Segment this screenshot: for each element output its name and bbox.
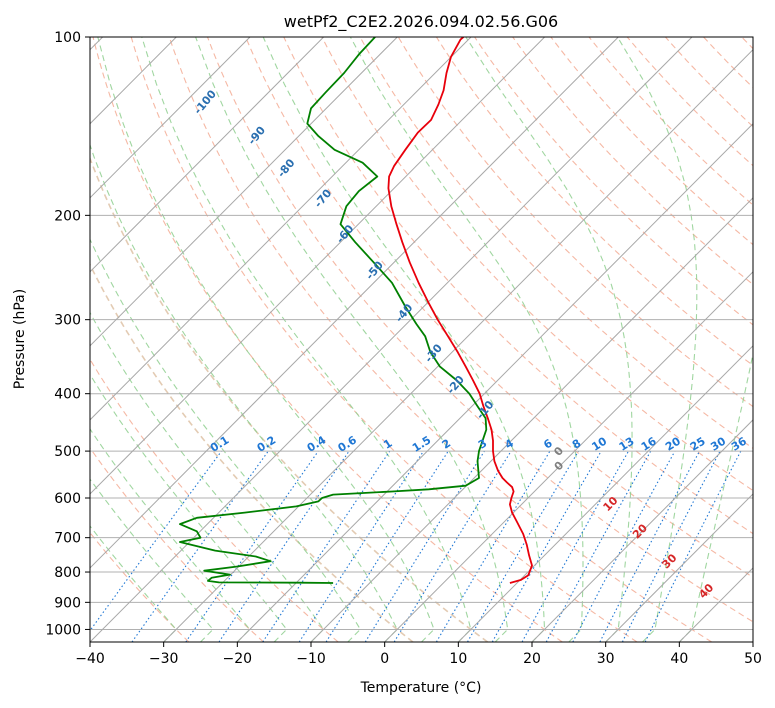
x-tick-label: 0 bbox=[380, 651, 389, 667]
moist-adiabat bbox=[90, 428, 251, 642]
dry-adiabat bbox=[92, 37, 563, 642]
dry-adiabat bbox=[130, 37, 638, 642]
mixing-ratio-line bbox=[521, 450, 629, 642]
plot-area: 0.1 0.2 0.4 0.6 1 1.5 2 3 4 6 8 10 13 16 20 25 30 36-100-… bbox=[90, 37, 753, 642]
dry-adiabat bbox=[90, 446, 264, 642]
chart-title: wetPf2_C2E2.2026.094.02.56.G06 bbox=[284, 12, 558, 32]
isotherm-line bbox=[531, 419, 753, 642]
dry-adiabat bbox=[90, 263, 414, 642]
moist-adiabat bbox=[349, 37, 584, 642]
dry-adiabat bbox=[626, 37, 753, 167]
mixing-ratio-line bbox=[393, 450, 512, 642]
isotherm-line bbox=[90, 37, 545, 495]
y-tick-label: 400 bbox=[54, 387, 81, 403]
isotherm-line bbox=[90, 37, 472, 421]
isotherm-line bbox=[90, 37, 324, 273]
mixing-ratio-line bbox=[325, 450, 449, 642]
dry-adiabat bbox=[512, 37, 753, 286]
moist-adiabat bbox=[90, 311, 325, 642]
x-tick-label: 50 bbox=[744, 651, 762, 667]
dry-adiabat bbox=[245, 37, 753, 578]
moist-adiabat bbox=[195, 37, 509, 642]
x-axis-ticks: −40 −30 −20 −10 0 10 20 30 40 50 bbox=[75, 642, 762, 667]
grid-lines bbox=[90, 37, 753, 642]
plot-frame bbox=[89, 36, 754, 643]
moist-adiabat bbox=[97, 37, 435, 642]
dry-adiabat bbox=[206, 37, 753, 623]
mixing-ratio-line bbox=[491, 450, 602, 642]
x-tick-label: 40 bbox=[670, 651, 688, 667]
x-tick-label: −20 bbox=[223, 651, 253, 667]
mixing-ratio-line bbox=[218, 450, 350, 642]
mixing-ratio-line bbox=[572, 450, 676, 642]
isotherm-line bbox=[90, 37, 251, 199]
moist-adiabat bbox=[141, 37, 472, 642]
mixing-ratio-line bbox=[185, 450, 319, 642]
dewpoint-line bbox=[179, 37, 488, 584]
isotherm-line bbox=[90, 37, 619, 569]
moist-adiabat bbox=[617, 37, 698, 642]
moist-adiabats bbox=[90, 37, 753, 642]
y-axis-ticks: 100 200 300 400 500 600 700 800 900 1000 bbox=[45, 30, 90, 638]
y-tick-label: 700 bbox=[54, 531, 81, 547]
mixing-ratio-line bbox=[435, 450, 551, 642]
moist-adiabat bbox=[90, 478, 214, 642]
sounding-profiles bbox=[179, 37, 533, 584]
dry-adiabat bbox=[397, 37, 753, 408]
isotherm-line bbox=[605, 493, 753, 642]
y-tick-label: 300 bbox=[54, 313, 81, 329]
mixing-ratio-line bbox=[364, 450, 485, 642]
dry-adiabat bbox=[435, 37, 753, 367]
isotherm-line bbox=[90, 37, 693, 642]
y-axis-label: Pressure (hPa) bbox=[12, 289, 28, 389]
y-tick-label: 500 bbox=[54, 444, 81, 460]
dry-adiabat bbox=[283, 37, 753, 535]
y-tick-label: 800 bbox=[54, 565, 81, 581]
y-tick-label: 900 bbox=[54, 595, 81, 611]
isotherm-line bbox=[236, 123, 753, 642]
dry-adiabat bbox=[321, 37, 753, 492]
y-tick-label: 200 bbox=[54, 208, 81, 224]
x-tick-label: 10 bbox=[449, 651, 467, 667]
y-tick-label: 1000 bbox=[45, 622, 81, 638]
x-tick-label: −30 bbox=[149, 651, 179, 667]
moist-adiabat bbox=[465, 37, 633, 642]
x-tick-label: 30 bbox=[597, 651, 615, 667]
isotherm-line bbox=[90, 37, 398, 347]
mixing-ratio-line bbox=[90, 450, 222, 632]
y-tick-label: 100 bbox=[54, 30, 81, 46]
isotherm-line bbox=[384, 271, 753, 642]
moist-adiabat bbox=[90, 143, 398, 642]
moist-adiabat bbox=[262, 37, 546, 642]
dry-adiabat bbox=[168, 37, 712, 642]
mixing-ratio-line bbox=[467, 450, 579, 642]
temperature-line bbox=[387, 37, 533, 584]
mixing-ratio-line bbox=[545, 450, 652, 642]
isotherm-line bbox=[457, 345, 753, 642]
x-tick-label: −40 bbox=[75, 651, 105, 667]
x-tick-label: 20 bbox=[523, 651, 541, 667]
isotherm-line bbox=[163, 48, 753, 642]
moist-adiabat bbox=[90, 373, 288, 642]
isotherm-line bbox=[310, 197, 753, 642]
x-tick-label: −10 bbox=[296, 651, 326, 667]
y-tick-label: 600 bbox=[54, 491, 81, 507]
moist-adiabat bbox=[90, 238, 361, 642]
dry-adiabat bbox=[550, 37, 753, 246]
x-axis-label: Temperature (°C) bbox=[360, 680, 482, 696]
